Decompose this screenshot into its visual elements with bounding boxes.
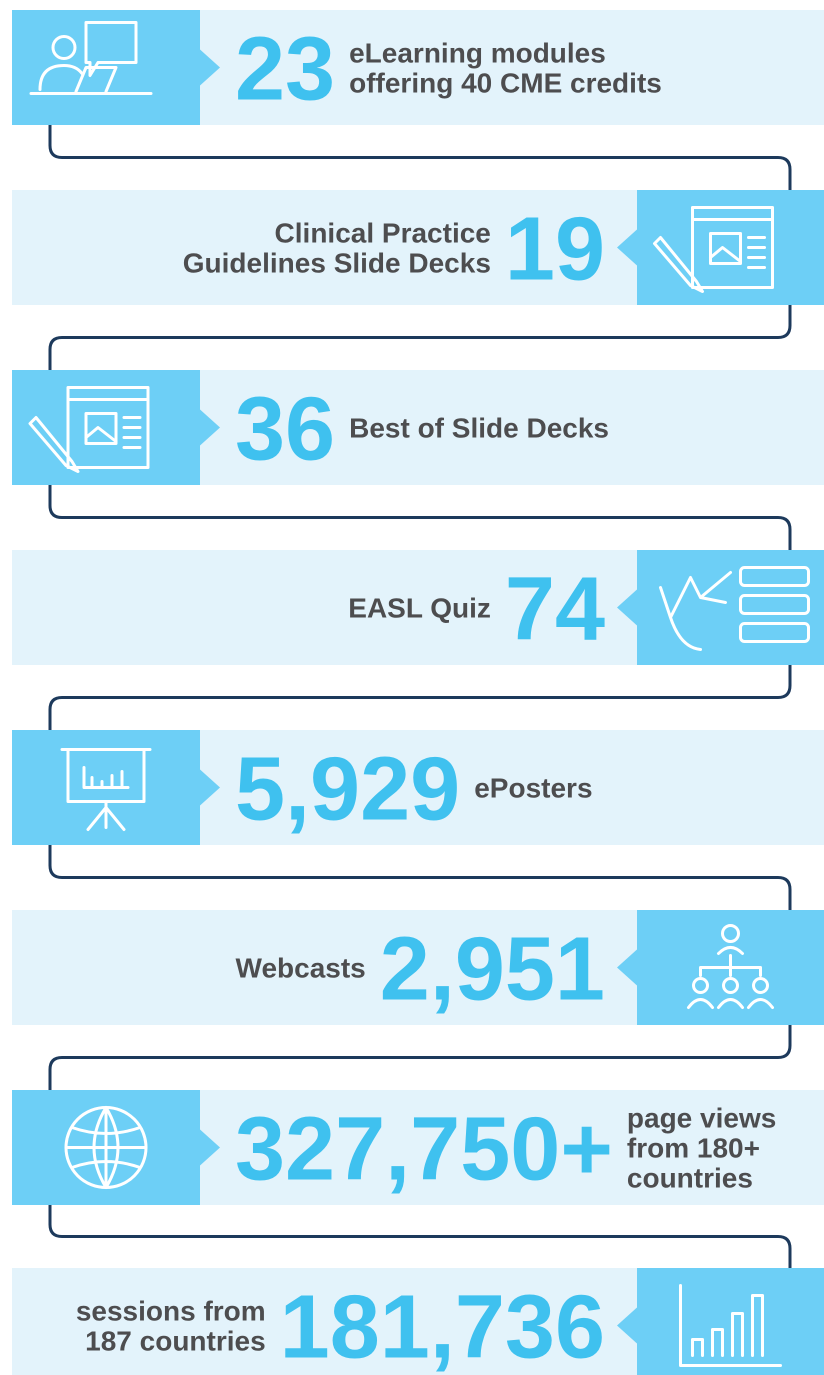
pointer (617, 589, 637, 626)
stat-label: Webcasts (236, 953, 366, 984)
stat-number: 74 (505, 560, 605, 660)
stat-label: from 180+ (627, 1133, 760, 1164)
pointer (617, 949, 637, 986)
connector (48, 485, 792, 550)
icon-box (637, 1268, 824, 1375)
stat-label: sessions from (76, 1296, 266, 1327)
connector (48, 665, 792, 730)
icon-part (722, 977, 739, 994)
icon (679, 1284, 782, 1367)
icon-part (687, 998, 714, 1009)
stat-number: 19 (505, 200, 605, 300)
icon-part (721, 924, 740, 943)
icon (653, 206, 774, 293)
icon-part (66, 398, 150, 449)
icon-part (739, 622, 810, 643)
stat-label: 187 countries (85, 1326, 266, 1357)
icon (659, 566, 810, 651)
pointer (200, 769, 220, 806)
stat-label: Best of Slide Decks (349, 413, 609, 444)
connector (48, 125, 792, 190)
icon-part (60, 748, 152, 831)
icon-part (51, 35, 77, 60)
stat-label: ePosters (474, 773, 592, 804)
stat-number: 23 (235, 20, 335, 120)
stat-number: 181,736 (280, 1278, 605, 1375)
icon-part (691, 206, 774, 289)
stat-number: 2,951 (380, 920, 605, 1020)
connector (48, 1205, 792, 1268)
pointer (200, 409, 220, 446)
pointer (200, 49, 220, 86)
connector (48, 845, 792, 910)
icon-part (739, 566, 810, 587)
icon-part (691, 218, 774, 269)
connector (48, 305, 792, 370)
stat-label: Clinical Practice (275, 218, 491, 249)
icon-part (28, 416, 80, 473)
icon-part (679, 1284, 782, 1367)
icon-part (653, 236, 704, 293)
pointer (617, 1307, 637, 1344)
stat-label: Guidelines Slide Decks (183, 248, 491, 279)
icon-part (38, 64, 84, 91)
stat-label: EASL Quiz (348, 593, 491, 624)
icon (60, 748, 152, 831)
icon-part (692, 977, 709, 994)
pointer (617, 229, 637, 266)
icon-part (659, 571, 732, 651)
stat-label: page views (627, 1103, 776, 1134)
icon-part (717, 998, 744, 1009)
icon (64, 1106, 148, 1189)
stat-label: eLearning modules (349, 38, 606, 69)
icon (28, 386, 150, 473)
stat-number: 5,929 (235, 740, 460, 840)
stat-label: countries (627, 1163, 753, 1194)
icon-part (739, 594, 810, 615)
stat-number: 36 (235, 380, 335, 480)
icon (29, 21, 153, 95)
icon-part (752, 977, 769, 994)
connector (48, 1025, 792, 1090)
icon-part (29, 66, 153, 95)
icon-part (747, 998, 774, 1009)
icon-part (699, 946, 762, 977)
stat-number: 327,750+ (235, 1100, 613, 1200)
icon (687, 924, 774, 1009)
stat-label: offering 40 CME credits (349, 68, 662, 99)
icon-part (66, 386, 150, 469)
icon-part (64, 1106, 148, 1189)
pointer (200, 1129, 220, 1166)
